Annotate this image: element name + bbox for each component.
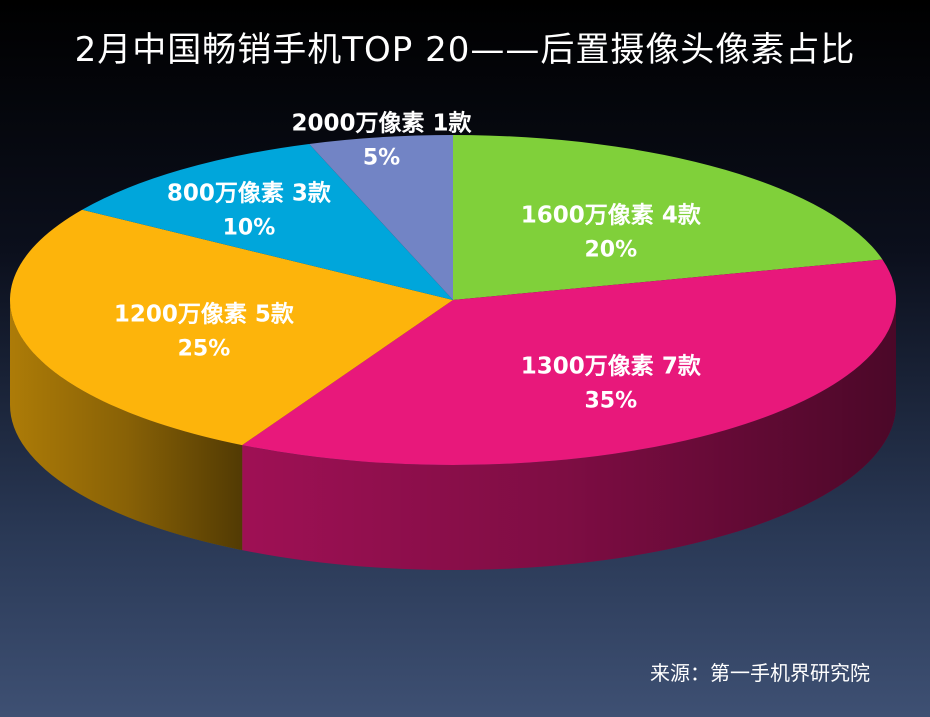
- pie-slice-2: [242, 259, 897, 466]
- pie-slice-2-percent-label: 35%: [584, 389, 637, 414]
- pie-slice-4-percent-label: 10%: [223, 215, 276, 240]
- pie-slice-2-label: 1300万像素 7款: [521, 353, 702, 380]
- pie-slice-1-label: 1600万像素 4款: [521, 201, 702, 228]
- pie-slice-5-label: 2000万像素 1款: [292, 110, 473, 137]
- source-note: 来源：第一手机界研究院: [650, 661, 870, 685]
- pie-slice-3-label: 1200万像素 5款: [114, 300, 295, 327]
- pie-slice-3: [10, 209, 453, 446]
- pie-slice-5: [309, 135, 453, 300]
- pie-slice-4: [82, 143, 453, 300]
- pie-slice-4-label: 800万像素 3款: [167, 179, 332, 206]
- pie-slice-1-percent-label: 20%: [584, 237, 637, 262]
- pie-slice-3-side-shade: [9, 300, 243, 551]
- pie-slice-1: [453, 135, 883, 300]
- chart-title: 2月中国畅销手机TOP 20——后置摄像头像素占比: [74, 30, 856, 70]
- pie-slice-3-percent-label: 25%: [178, 336, 231, 361]
- pie-slice-5-percent-label: 5%: [363, 146, 400, 171]
- pie-slice-2-side-shade: [242, 300, 897, 570]
